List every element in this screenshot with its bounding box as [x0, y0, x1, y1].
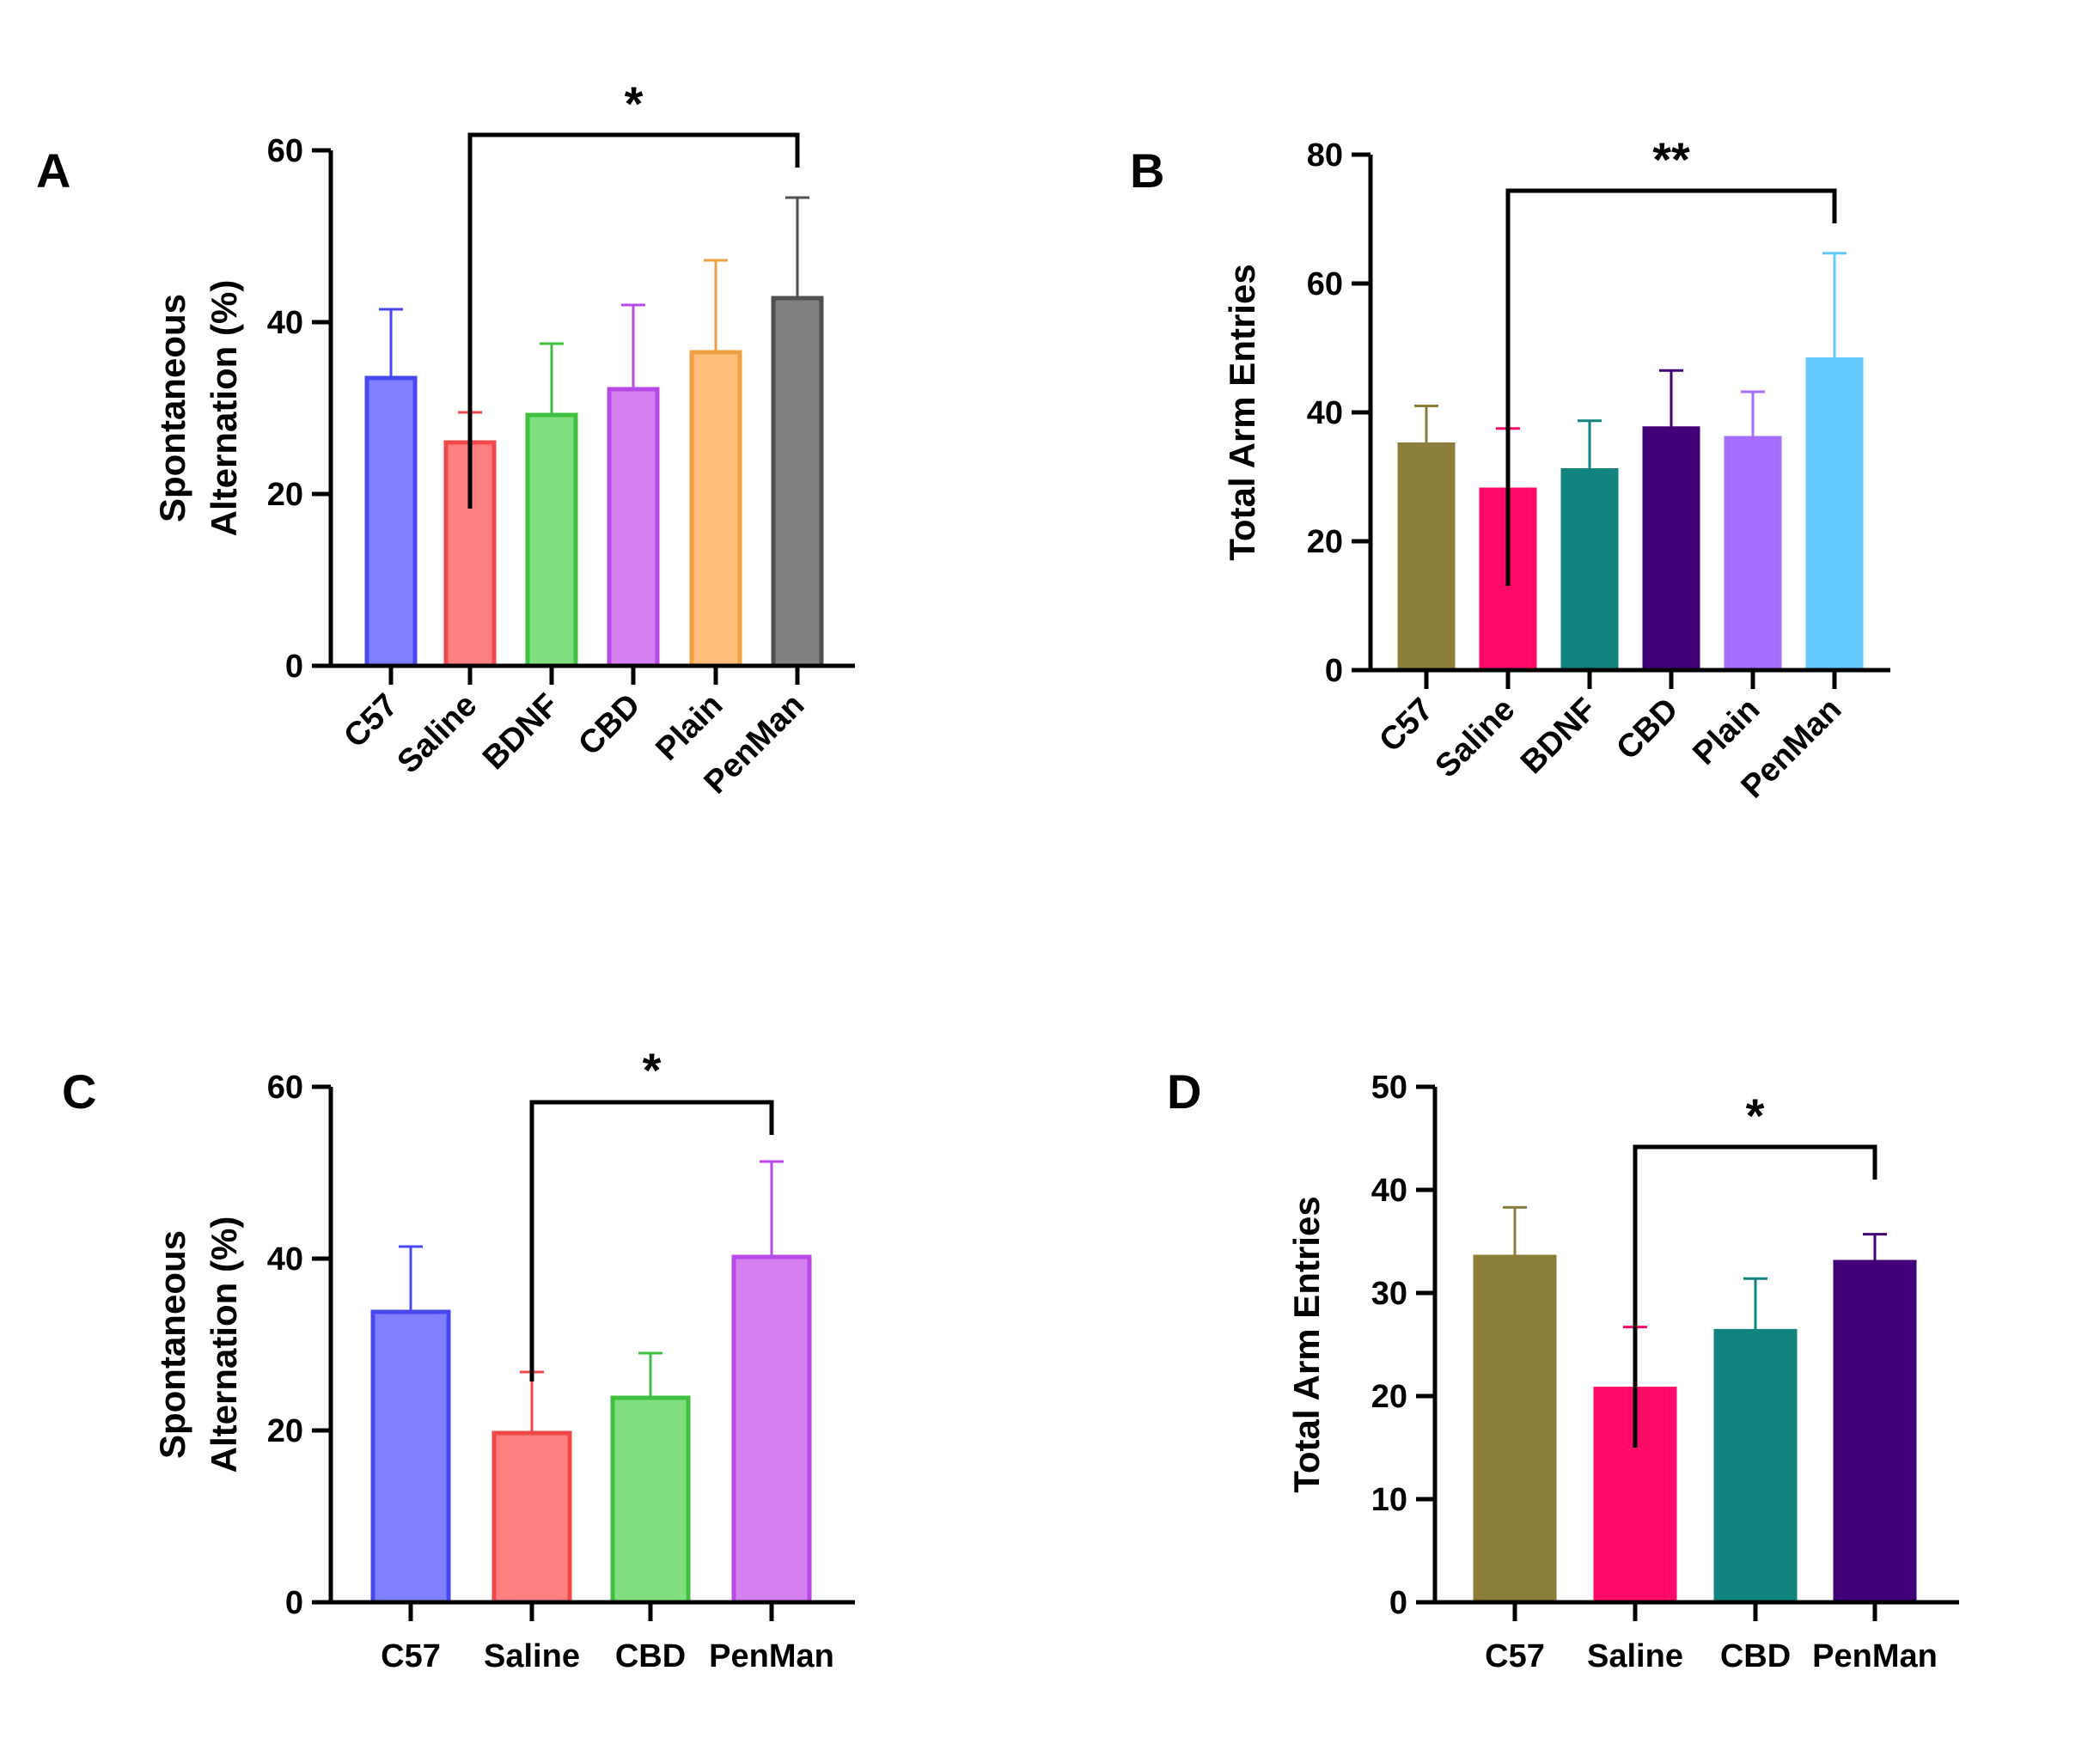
panel-b-ylabel-0: Total Arm Entries — [1222, 264, 1262, 560]
panel-a-xtick-label-bdnf: BDNF — [476, 687, 565, 777]
panel-a-ytick-label-3: 60 — [267, 133, 303, 169]
panel-c-ytick-label-3: 60 — [267, 1070, 303, 1106]
panel-b-letter: B — [1130, 143, 1164, 198]
panel-d-ytick-label-2: 20 — [1371, 1379, 1407, 1415]
panel-c-significance-bracket — [529, 1100, 774, 1381]
panel-a-bar-bdnf — [525, 412, 578, 668]
panel-a-bar-penman — [771, 296, 824, 668]
panel-b-ytick-label-4: 80 — [1307, 137, 1343, 174]
panel-d-xtick-label-penman: PenMan — [1812, 1638, 1938, 1674]
panel-a-ytick-label-0: 0 — [285, 649, 303, 685]
panel-d-ytick-label-3: 30 — [1371, 1276, 1407, 1312]
panel-a-ylabel-0: Spontaneous — [152, 294, 192, 522]
panel-b-ytick-label-2: 40 — [1307, 395, 1343, 431]
panel-d-significance-label: * — [1746, 1089, 1765, 1143]
panel-a-xtick-label-cbd: CBD — [571, 687, 647, 763]
panel-b-bar-cbd — [1642, 426, 1700, 673]
panel-b-ytick-label-0: 0 — [1325, 653, 1343, 689]
panel-b-bar-c57 — [1397, 442, 1456, 673]
panel-c-ylabel-1: Alternation (%) — [204, 1217, 244, 1473]
panel-d-bar-c57 — [1473, 1254, 1557, 1605]
panel-d-ytick-label-5: 50 — [1371, 1070, 1407, 1106]
panel-a-significance-label: * — [625, 76, 644, 131]
panel-a-bar-c57 — [364, 375, 418, 668]
panel-a-significance-bracket — [467, 132, 800, 509]
panel-b-bar-penman — [1805, 357, 1864, 673]
panel-a-xtick-label-saline: Saline — [391, 687, 485, 781]
panel-c-xtick-label-saline: Saline — [484, 1638, 580, 1674]
panel-d-ytick-label-0: 0 — [1389, 1585, 1407, 1621]
panel-c-bar-cbd — [610, 1395, 691, 1605]
panel-c-xtick-label-penman: PenMan — [709, 1638, 834, 1674]
panel-b-bar-plain — [1724, 436, 1782, 673]
panel-b-significance-bracket — [1505, 188, 1837, 586]
panel-c-letter: C — [62, 1064, 96, 1119]
panel-b-ytick-label-3: 60 — [1307, 266, 1343, 302]
panel-d-significance-bracket — [1633, 1144, 1877, 1448]
panel-a-ytick-label-1: 20 — [267, 477, 303, 513]
panel-c-bar-saline — [491, 1430, 572, 1605]
panel-b-xtick-label-c57: C57 — [1372, 692, 1440, 759]
panel-c-ytick-label-2: 40 — [267, 1241, 303, 1278]
panel-a-ylabel-1: Alternation (%) — [204, 280, 244, 537]
panel-c-xtick-label-cbd: CBD — [615, 1638, 686, 1674]
panel-a-bar-cbd — [607, 387, 660, 668]
panel-c-ytick-label-1: 20 — [267, 1413, 303, 1449]
panel-d-xtick-label-saline: Saline — [1587, 1638, 1683, 1674]
panel-d-ytick-label-4: 40 — [1371, 1173, 1407, 1209]
panel-d-xtick-label-cbd: CBD — [1720, 1638, 1791, 1674]
panel-b-xtick-label-saline: Saline — [1429, 692, 1523, 785]
panel-c: C 0 20 40 60 C57 Saline CBD PenMan Spontaneous Alt… — [62, 1043, 855, 1674]
panel-c-ylabel-0: Spontaneous — [152, 1230, 192, 1459]
panel-d-letter: D — [1167, 1064, 1201, 1119]
panel-d-bar-cbd — [1713, 1328, 1798, 1605]
panel-a-xtick-label-c57: C57 — [337, 687, 405, 755]
panel-b-ytick-label-1: 20 — [1307, 524, 1343, 560]
panel-c-bar-penman — [731, 1254, 812, 1605]
panel-d-xtick-label-c57: C57 — [1485, 1638, 1545, 1674]
panel-c-ytick-label-0: 0 — [285, 1585, 303, 1621]
panel-c-significance-label: * — [643, 1043, 662, 1097]
panel-c-xtick-label-c57: C57 — [381, 1638, 441, 1674]
panel-b-xtick-label-cbd: CBD — [1609, 692, 1685, 767]
panel-c-bar-c57 — [370, 1309, 451, 1605]
panel-b-xtick-label-bdnf: BDNF — [1514, 692, 1603, 781]
panel-a-bar-plain — [689, 350, 742, 668]
panel-d-bar-saline — [1593, 1387, 1677, 1605]
panel-d-ylabel-0: Total Arm Entries — [1286, 1196, 1327, 1492]
panel-a-letter: A — [36, 143, 70, 198]
panel-d-bar-penman — [1833, 1259, 1917, 1605]
panel-d-ytick-label-1: 10 — [1371, 1482, 1407, 1518]
panel-b-bar-bdnf — [1560, 468, 1619, 673]
panel-d: D 0 10 20 30 40 50 C57 Saline CBD PenMan Total Arm … — [1167, 1064, 1959, 1674]
panel-b-significance-label: ** — [1652, 132, 1690, 186]
panel-a-ytick-label-2: 40 — [267, 305, 303, 341]
